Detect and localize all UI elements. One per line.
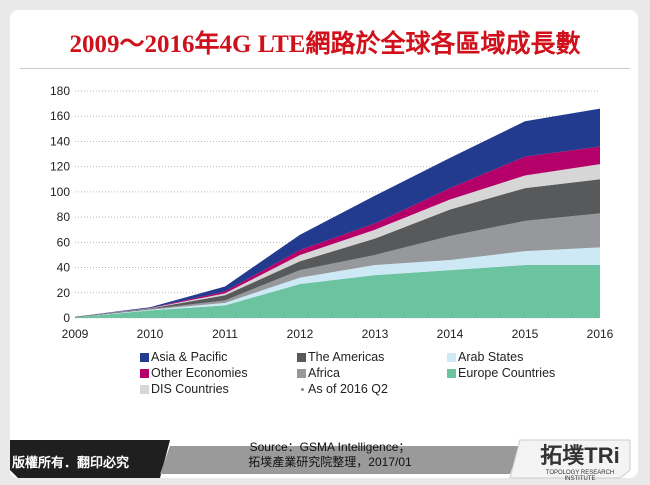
y-tick-label: 40 (57, 261, 71, 275)
legend-label: As of 2016 Q2 (308, 382, 388, 396)
x-tick-label: 2010 (137, 327, 164, 340)
legend-swatch (140, 384, 149, 394)
legend-item: Europe Countries (447, 366, 555, 380)
legend-item: As of 2016 Q2 (297, 382, 388, 396)
area-chart: 0 20 40 60 80 100 120 140 160 180 2009 2010 2011 2012… (50, 84, 614, 340)
x-tick-label: 2015 (512, 327, 539, 340)
x-tick-label: 2011 (212, 327, 238, 340)
legend-swatch (297, 352, 306, 362)
x-tick-label: 2016 (587, 327, 614, 340)
legend-item: Arab States (447, 350, 523, 364)
legend-swatch (447, 352, 456, 362)
legend-swatch (301, 387, 304, 391)
x-tick-label: 2009 (62, 327, 89, 340)
y-tick-label: 140 (50, 134, 70, 148)
y-tick-label: 180 (50, 84, 70, 98)
legend-swatch (447, 368, 456, 378)
x-tick-label: 2013 (362, 327, 389, 340)
legend-swatch (140, 352, 149, 362)
legend-label: Arab States (458, 350, 524, 364)
area-africa (75, 213, 600, 318)
y-tick-label: 100 (50, 185, 70, 199)
legend-label: Africa (308, 366, 340, 380)
legend-item: Asia & Pacific (140, 350, 227, 364)
legend-swatch (297, 368, 306, 378)
slide-title: 2009～2016年4G LTE網路於全球各區域成長數 (69, 31, 581, 58)
copyright-text: 版權所有．翻印必究 (12, 455, 130, 470)
area-the-americas (75, 179, 600, 318)
area-other-economies (75, 146, 600, 317)
x-tick-label: 2012 (287, 327, 314, 340)
logo: 拓墣TRi TOPOLOGY RESEARCH INSTITUTE (530, 438, 630, 482)
area-dis-countries (75, 164, 600, 317)
y-tick-label: 60 (57, 235, 71, 249)
legend-swatch (140, 368, 149, 378)
legend-label: Other Economies (151, 366, 248, 380)
legend-item: Africa (297, 366, 340, 380)
x-tick-label: 2014 (437, 327, 464, 340)
legend-label: DIS Countries (151, 382, 229, 396)
source-line-1: Source：GSMA Intelligence； (249, 440, 411, 454)
legend-item: Other Economies (140, 366, 248, 380)
legend-label: Europe Countries (458, 366, 556, 380)
y-tick-label: 20 (57, 286, 71, 300)
legend-item: DIS Countries (140, 382, 229, 396)
y-tick-label: 120 (50, 160, 70, 174)
source-text: Source：GSMA Intelligence； 拓墣產業研究院整理，2017… (200, 440, 460, 470)
legend-label: Asia & Pacific (151, 350, 228, 364)
logo-subtext: TOPOLOGY RESEARCH INSTITUTE (545, 470, 615, 482)
y-tick-label: 0 (63, 311, 70, 325)
logo-text: 拓墣TRi (540, 443, 620, 468)
legend-item: The Americas (297, 350, 384, 364)
area-arab-states (75, 247, 600, 318)
area-europe-countries (75, 265, 600, 318)
source-line-2: 拓墣產業研究院整理，2017/01 (248, 455, 412, 469)
legend-label: The Americas (308, 350, 385, 364)
title-divider (20, 68, 630, 69)
area-asia-pacific (75, 108, 600, 317)
y-tick-label: 160 (50, 109, 70, 123)
y-tick-label: 80 (57, 210, 71, 224)
